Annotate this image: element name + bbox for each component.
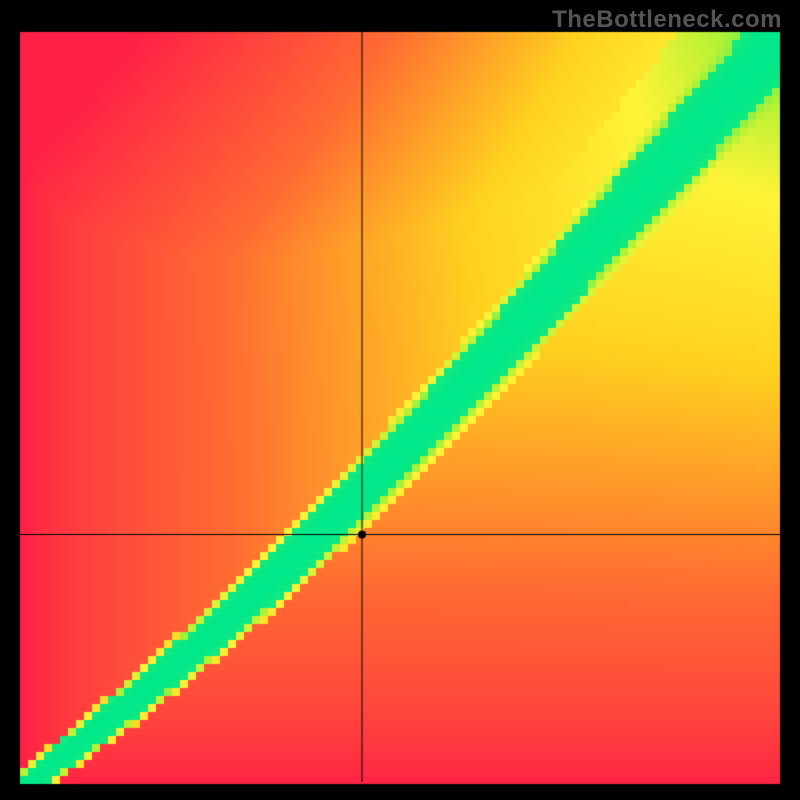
chart-container: TheBottleneck.com <box>0 0 800 800</box>
bottleneck-heatmap <box>0 0 800 800</box>
watermark-text: TheBottleneck.com <box>552 6 782 34</box>
